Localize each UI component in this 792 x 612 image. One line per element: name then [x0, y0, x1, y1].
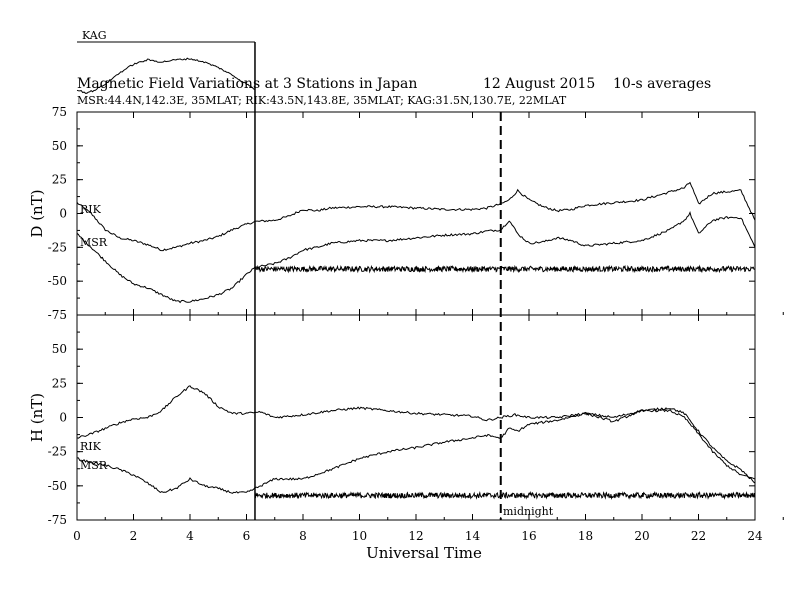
x-tick-label: 6	[243, 529, 251, 543]
series-rik-D	[76, 181, 756, 252]
x-tick-label: 2	[130, 529, 138, 543]
y-tick-label-H: -75	[48, 513, 67, 527]
y-tick-label-D: -25	[48, 240, 67, 254]
series-kag-D	[254, 264, 756, 274]
kag-inset-label: KAG	[82, 29, 107, 42]
series-label-msr-H: MSR	[80, 459, 108, 472]
series-label-msr-D: MSR	[80, 236, 108, 249]
station-coordinates: MSR:44.4N,142.3E, 35MLAT; RIK:43.5N,143.…	[77, 94, 567, 107]
y-tick-label-H: -50	[48, 479, 67, 493]
midnight-label: midnight	[503, 505, 554, 518]
x-tick-label: 8	[299, 529, 307, 543]
panel-D: 75 50 25 0 -25 -50 -75 D (nT) RIK MSR	[28, 105, 784, 322]
x-axis-label: Universal Time	[366, 544, 482, 562]
panel-frame-D	[76, 111, 756, 316]
y-tick-label-H: 25	[52, 376, 67, 390]
y-tick-label-H: 50	[52, 342, 67, 356]
series-kag-H	[254, 490, 756, 500]
series-label-rik-H: RIK	[80, 440, 102, 453]
series-msr-D	[76, 211, 756, 304]
y-tick-label-D: -75	[48, 308, 67, 322]
y-tick-label-D: 50	[52, 139, 67, 153]
panel-H: 50 25 0 -25 -50 -75 H (nT) RIK MSR	[28, 314, 784, 527]
chart-averaging: 10-s averages	[613, 76, 711, 92]
series-label-rik-D: RIK	[80, 203, 102, 216]
panel-frame-H	[76, 314, 756, 521]
x-tick-label: 4	[186, 529, 194, 543]
series-rik-H	[76, 385, 756, 484]
x-tick-label: 22	[691, 529, 706, 543]
y-axis-label-D: D (nT)	[28, 189, 46, 237]
x-tick-label: 14	[465, 529, 481, 543]
y-tick-label-D: 75	[52, 105, 67, 119]
y-tick-label-D: -50	[48, 274, 67, 288]
chart-date: 12 August 2015	[483, 76, 595, 92]
x-tick-label: 24	[747, 529, 763, 543]
y-tick-label-H: -25	[48, 445, 67, 459]
x-tick-label: 12	[408, 529, 423, 543]
x-tick-label: 0	[73, 529, 81, 543]
series-msr-H	[77, 408, 756, 494]
x-tick-label: 10	[352, 529, 367, 543]
x-tick-label: 20	[634, 529, 649, 543]
x-tick-label: 16	[521, 529, 536, 543]
kag-inset-trace	[76, 57, 256, 94]
x-tick-label: 18	[578, 529, 593, 543]
y-axis-label-H: H (nT)	[28, 393, 46, 442]
y-tick-label-D: 25	[52, 173, 67, 187]
kag-inset: KAG	[76, 29, 256, 94]
y-tick-label-D: 0	[59, 207, 67, 221]
chart-panels: 75 50 25 0 -25 -50 -75 D (nT) RIK MSR 50 25 0 -25 -50 -…	[28, 105, 784, 527]
y-tick-label-H: 0	[59, 411, 67, 425]
